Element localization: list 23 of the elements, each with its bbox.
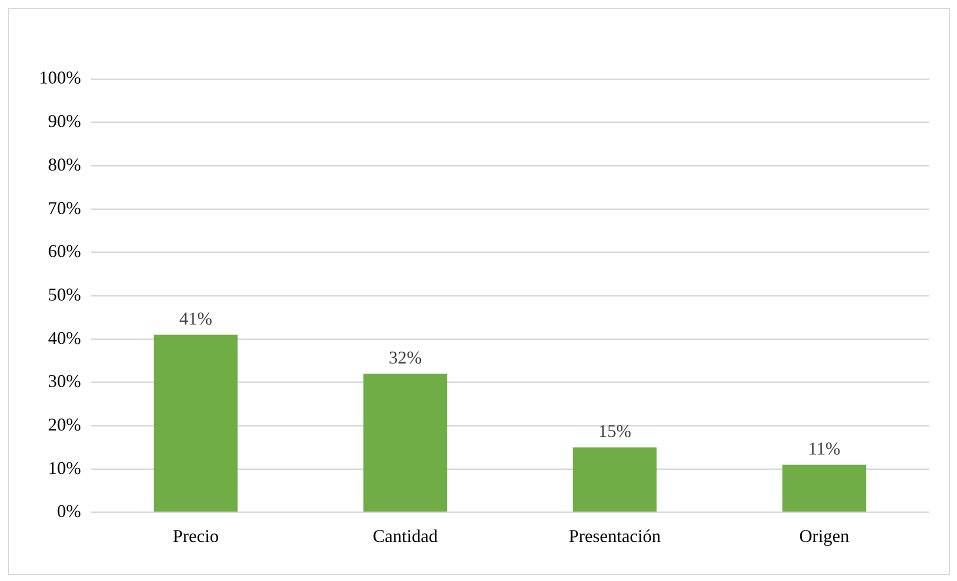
y-tick-label: 40% [48, 328, 81, 348]
y-tick-label: 90% [48, 111, 81, 132]
y-tick-label: 60% [48, 241, 81, 262]
y-tick-label: 70% [48, 198, 81, 218]
data-label: 15% [598, 421, 632, 442]
bar [572, 447, 657, 512]
bar [154, 334, 238, 512]
y-tick-label: 10% [48, 458, 81, 478]
data-label: 11% [808, 438, 840, 458]
y-tick-label: 80% [48, 154, 81, 174]
bar [782, 464, 866, 512]
bar [363, 374, 448, 512]
data-label: 41% [179, 308, 212, 328]
x-tick-label: Presentación [568, 526, 661, 546]
y-tick-label: 50% [48, 284, 81, 304]
x-tick-label: Cantidad [372, 526, 438, 546]
y-tick-label: 20% [48, 414, 81, 434]
y-tick-label: 30% [48, 371, 81, 392]
y-tick-label: 100% [38, 68, 81, 88]
x-tick-label: Precio [172, 526, 219, 546]
x-tick-label: Origen [799, 526, 850, 546]
y-tick-label: 0% [56, 501, 81, 522]
data-label: 32% [388, 347, 422, 368]
